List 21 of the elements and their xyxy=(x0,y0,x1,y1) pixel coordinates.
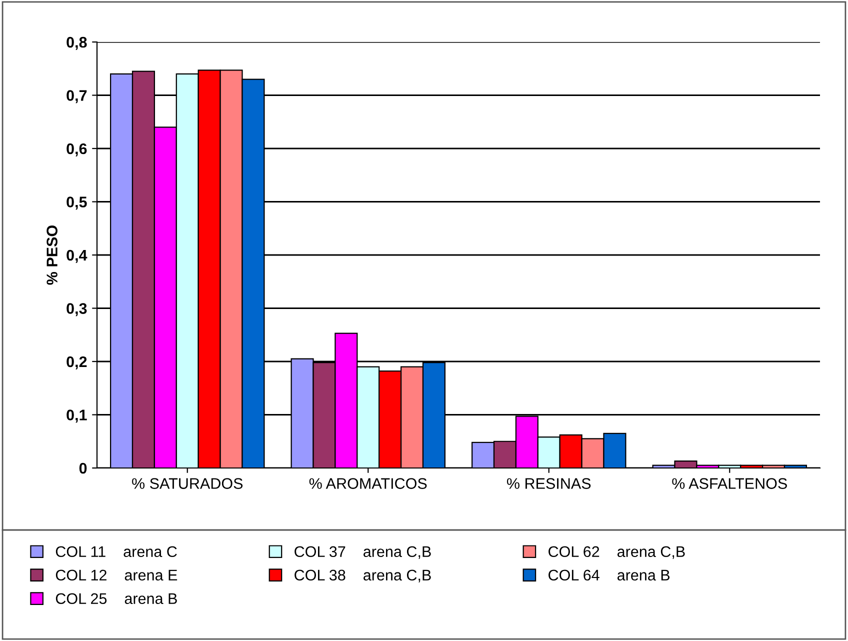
x-tick-label: % RESINAS xyxy=(506,478,591,489)
y-tick-label: 0 xyxy=(79,462,87,474)
legend-label: COL 25 arena B xyxy=(56,593,177,604)
y-tick-label: 0,3 xyxy=(66,303,87,316)
y-tick-label: 0,4 xyxy=(66,250,88,263)
legend-label: COL 64 arena B xyxy=(548,570,670,581)
legend-label: COL 62 arena C,B xyxy=(548,546,685,559)
y-tick-label: 0,2 xyxy=(66,356,87,370)
x-tick-label: % AROMATICOS xyxy=(309,478,427,489)
legend-label: COL 12 arena E xyxy=(56,570,178,581)
y-tick-label: 0,8 xyxy=(66,36,87,50)
y-tick-label: 0,5 xyxy=(66,196,87,210)
y-axis-title: % PESO xyxy=(46,226,58,285)
y-tick-label: 0,6 xyxy=(66,143,87,156)
legend-label: COL 37 arena C,B xyxy=(294,546,431,559)
y-tick-label: 0,7 xyxy=(66,90,87,104)
legend-label: COL 38 arena C,B xyxy=(294,570,431,582)
y-tick-label: 0,1 xyxy=(66,410,87,423)
legend-label: COL 11 arena C xyxy=(56,546,177,558)
x-tick-label: % ASFALTENOS xyxy=(672,478,787,489)
x-tick-label: % SATURADOS xyxy=(132,478,243,489)
